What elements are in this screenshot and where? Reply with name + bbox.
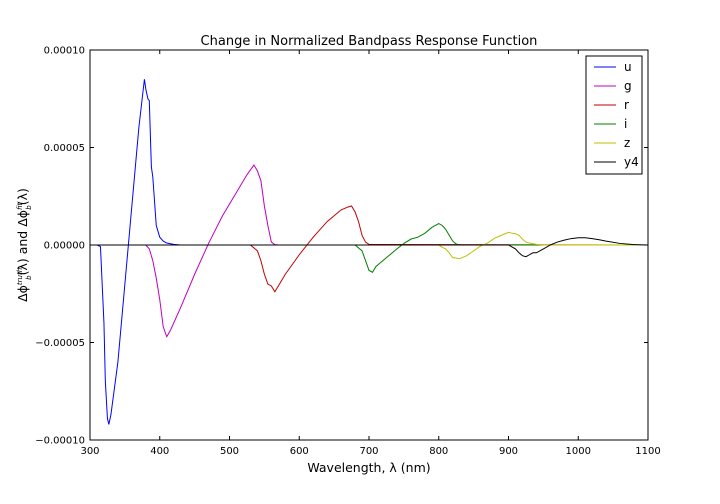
legend-label-z: z [624,136,630,150]
chart-title: Change in Normalized Bandpass Response F… [201,34,538,49]
x-axis-label: Wavelength, λ (nm) [307,460,430,475]
y-tick-label: −0.00010 [35,436,85,447]
y-axis-label: Δϕtruthb(λ) and Δϕfitb(λ) [15,188,33,302]
y-label-subscript-1: b [25,275,33,280]
y-tick-label: 0.00000 [44,241,85,252]
y-tick-label: −0.00005 [35,338,85,349]
y-label-part-2: (λ) and Δϕ [15,210,30,275]
y-label-superscript-1: truth [16,268,24,285]
series-line-y4 [90,237,649,258]
x-tick-label: 300 [80,446,99,457]
x-tick-label: 900 [499,446,518,457]
x-tick-label: 400 [150,446,169,457]
legend-label-r: r [624,98,629,112]
series-lines [90,79,649,425]
series-line-u [90,79,648,425]
legend-label-y4: y4 [624,155,639,169]
y-label-superscript-2: fit [16,202,24,210]
y-tick-label: 0.00005 [44,143,85,154]
axis-ticks: 300 400 500 600 700 800 900 1000 1100 0.00010 0.00… [35,46,660,458]
x-tick-label: 800 [429,446,448,457]
series-line-r [90,205,649,293]
legend-label-u: u [624,60,632,74]
y-label-subscript-2: b [25,205,33,210]
series-line-z [90,231,648,260]
plot-area: 300 400 500 600 700 800 900 1000 1100 0.00010 0.00… [35,46,660,458]
legend-box [585,55,643,175]
y-label-part-1: Δϕ [15,285,30,302]
series-line-g [90,164,648,338]
y-tick-label: 0.00010 [44,46,85,57]
legend-label-g: g [624,79,632,93]
series-line-i [90,222,648,273]
y-label-part-3: (λ) [15,188,30,205]
x-tick-label: 700 [359,446,378,457]
legend-label-i: i [624,117,627,131]
x-tick-label: 500 [220,446,239,457]
x-tick-label: 600 [290,446,309,457]
plot-frame [89,49,649,441]
x-tick-label: 1000 [566,446,591,457]
x-tick-label: 1100 [635,446,660,457]
